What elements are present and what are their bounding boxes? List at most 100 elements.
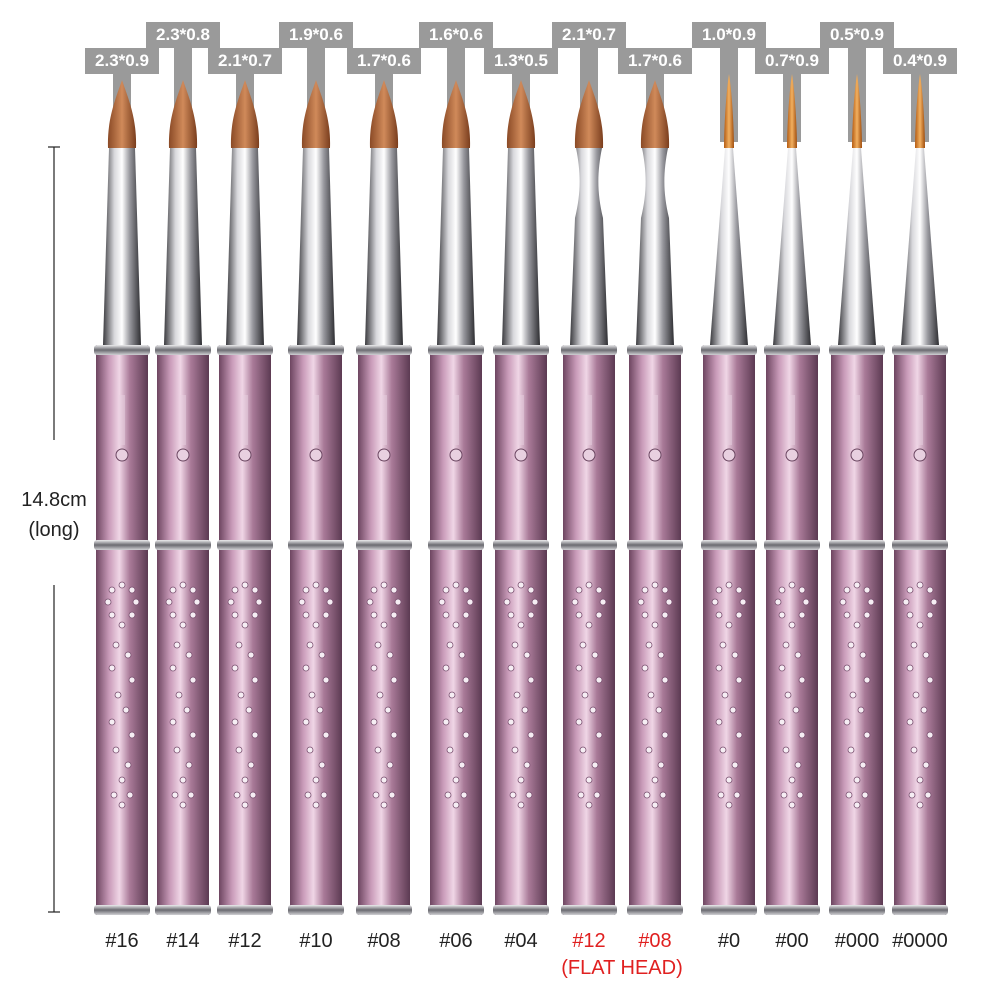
rhinestone-icon (235, 641, 243, 649)
size-tag: 0.7*0.9 (755, 48, 829, 74)
rhinestone-icon (466, 598, 474, 606)
rhinestone-icon (794, 761, 802, 769)
rhinestone-icon (302, 611, 310, 619)
handle-ring (892, 905, 948, 915)
rhinestone-icon (585, 621, 593, 629)
ferrule (901, 148, 939, 345)
rhinestone-icon (189, 586, 197, 594)
rhinestone-icon (643, 791, 651, 799)
rhinestone-icon (233, 791, 241, 799)
ferrule (164, 148, 202, 345)
kolinsky-bristle (230, 80, 260, 148)
rhinestone-icon (366, 598, 374, 606)
rhinestone-icon (863, 611, 871, 619)
brand-logo-icon (582, 448, 596, 462)
rhinestone-icon (110, 791, 118, 799)
rhinestone-icon (651, 581, 659, 589)
rhinestone-icon (715, 611, 723, 619)
rhinestone-icon (374, 641, 382, 649)
rhinestone-icon (729, 706, 737, 714)
rhinestone-icon (517, 776, 525, 784)
rhinestone-icon (390, 676, 398, 684)
rhinestone-icon (853, 776, 861, 784)
brand-logo-icon (785, 448, 799, 462)
brush-04 (493, 74, 549, 915)
brand-text-mark (854, 395, 860, 445)
rhinestone-icon (231, 664, 239, 672)
rhinestone-icon (595, 731, 603, 739)
rhinestone-icon (128, 611, 136, 619)
rhinestone-icon (661, 676, 669, 684)
rhinestone-icon (372, 791, 380, 799)
brush-12 (217, 74, 273, 915)
rhinestone-icon (926, 611, 934, 619)
rhinestone-icon (591, 651, 599, 659)
handle-ring (288, 345, 344, 355)
rhinestone-icon (462, 586, 470, 594)
handle-ring (764, 345, 820, 355)
size-tag: 1.7*0.6 (618, 48, 692, 74)
brush-number-label: #0 (717, 930, 741, 952)
handle-ring (701, 345, 757, 355)
size-tag: 2.1*0.7 (552, 22, 626, 48)
rhinestone-icon (581, 691, 589, 699)
rhinestone-icon (725, 801, 733, 809)
ferrule (226, 148, 264, 345)
handle-ring (155, 540, 211, 550)
rhinestone-icon (235, 746, 243, 754)
brush-12f (561, 48, 617, 915)
handle-ring (829, 345, 885, 355)
rhinestone-icon (715, 586, 723, 594)
rhinestone-icon (517, 621, 525, 629)
rhinestone-icon (189, 611, 197, 619)
rhinestone-icon (661, 731, 669, 739)
brand-logo-icon (115, 448, 129, 462)
rhinestone-icon (513, 691, 521, 699)
rhinestone-icon (912, 691, 920, 699)
rhinestone-icon (227, 598, 235, 606)
rhinestone-icon (452, 581, 460, 589)
ferrule (838, 148, 876, 345)
rhinestone-icon (460, 791, 468, 799)
rhinestone-icon (318, 651, 326, 659)
handle-ring (829, 540, 885, 550)
rhinestone-icon (302, 664, 310, 672)
handle-ring (356, 540, 412, 550)
rhinestone-icon (778, 718, 786, 726)
handle-ring (94, 905, 150, 915)
rhinestone-icon (390, 586, 398, 594)
rhinestone-icon (651, 621, 659, 629)
handle-ring (493, 345, 549, 355)
rhinestone-icon (322, 611, 330, 619)
size-tag: 1.9*0.6 (279, 22, 353, 48)
rhinestone-icon (579, 746, 587, 754)
rhinestone-icon (922, 651, 930, 659)
handle-ring (217, 905, 273, 915)
rhinestone-icon (711, 598, 719, 606)
rhinestone-icon (798, 586, 806, 594)
size-tag: 2.3*0.9 (85, 48, 159, 74)
rhinestone-icon (444, 791, 452, 799)
rhinestone-icon (863, 586, 871, 594)
rhinestone-icon (525, 791, 533, 799)
rhinestone-icon (446, 641, 454, 649)
rhinestone-icon (523, 761, 531, 769)
rhinestone-icon (189, 731, 197, 739)
rhinestone-icon (503, 598, 511, 606)
rhinestone-icon (908, 791, 916, 799)
rhinestone-icon (249, 791, 257, 799)
rhinestone-icon (108, 664, 116, 672)
rhinestone-icon (112, 746, 120, 754)
rhinestone-icon (863, 731, 871, 739)
size-tag: 1.7*0.6 (347, 48, 421, 74)
brand-logo-icon (309, 448, 323, 462)
handle-ring (428, 540, 484, 550)
rhinestone-icon (780, 791, 788, 799)
rhinestone-icon (308, 691, 316, 699)
rhinestone-icon (452, 801, 460, 809)
brush-number-label: #10 (299, 930, 333, 952)
rhinestone-icon (179, 801, 187, 809)
rhinestone-icon (108, 611, 116, 619)
rhinestone-icon (655, 706, 663, 714)
rhinestone-icon (802, 598, 810, 606)
